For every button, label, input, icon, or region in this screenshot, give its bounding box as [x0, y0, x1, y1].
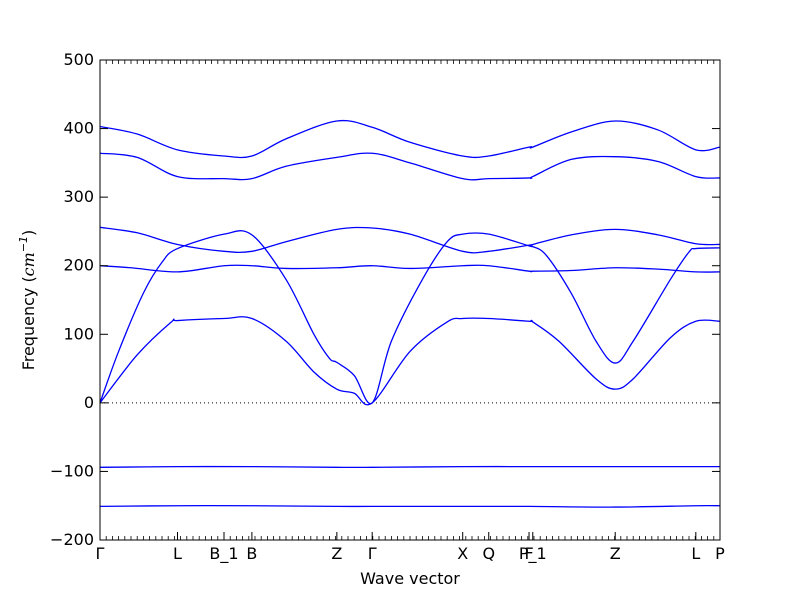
band-line-6	[100, 226, 720, 254]
y-axis-ticks: −200 −100 0 100 200 300 400 500	[50, 50, 720, 549]
band-line-8	[100, 119, 720, 159]
y-tick-label: 200	[63, 256, 94, 275]
y-tick-label: 100	[63, 324, 94, 343]
y-tick-label: −200	[50, 530, 94, 549]
band-line-2	[100, 465, 720, 469]
band-line-7	[100, 152, 720, 181]
x-tick-label: Q	[482, 544, 495, 563]
y-axis-label: Frequency (cm−1)	[17, 230, 38, 371]
x-tick-label: X	[457, 544, 468, 563]
band-line-1	[100, 504, 720, 508]
band-line-3	[100, 316, 720, 406]
x-tick-label: F	[524, 544, 533, 563]
x-tick-label: B	[246, 544, 257, 563]
y-tick-label: 0	[84, 393, 94, 412]
x-axis-label: Wave vector	[360, 569, 460, 588]
x-tick-label: Z	[610, 544, 621, 563]
x-tick-label: Z	[331, 544, 342, 563]
plot-area: −200 −100 0 100 200 300 400 500 Γ L B_1 B Z Γ X Q FP_1 Z…	[50, 50, 725, 564]
band-series-group	[100, 119, 720, 508]
x-axis-ticks: Γ L B_1 B Z Γ X Q FP_1 Z L P	[96, 60, 725, 564]
x-tick-label: P	[715, 544, 725, 563]
x-tick-label: L	[691, 544, 700, 563]
y-tick-label: −100	[50, 461, 94, 480]
band-line-5	[100, 264, 720, 273]
x-tick-label: Γ	[96, 544, 105, 563]
band-line-4	[100, 230, 720, 405]
x-tick-label: Γ	[368, 544, 377, 563]
x-tick-label: B_1	[209, 544, 238, 564]
y-tick-label: 500	[63, 50, 94, 69]
y-tick-label: 400	[63, 119, 94, 138]
y-tick-label: 300	[63, 187, 94, 206]
x-tick-label: P_1	[519, 544, 547, 564]
x-tick-label: L	[173, 544, 182, 563]
